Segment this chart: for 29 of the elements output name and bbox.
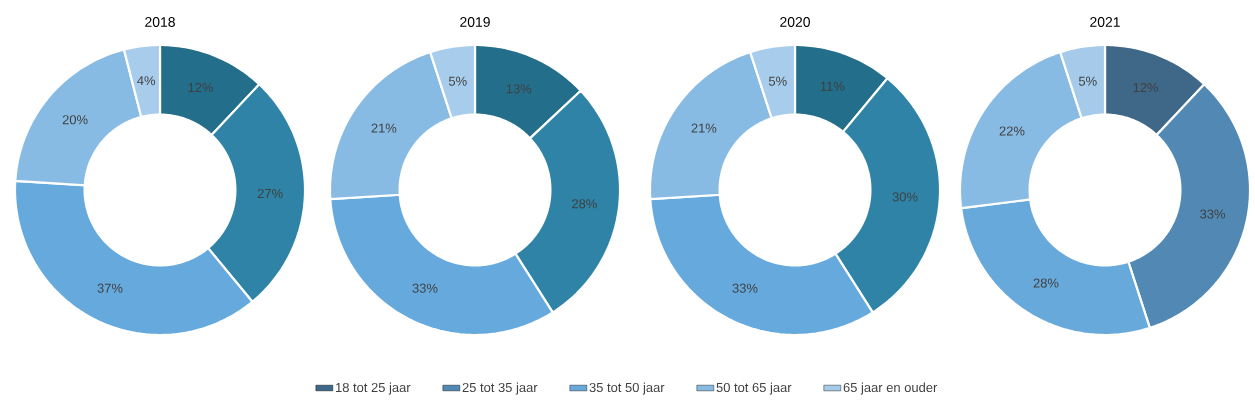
data-label: 11% <box>820 81 845 91</box>
data-label: 21% <box>691 123 717 133</box>
chart-title: 2018 <box>145 17 175 27</box>
legend-label: 50 tot 65 jaar <box>716 382 792 395</box>
data-label: 20% <box>62 115 88 125</box>
chart-title: 2021 <box>1090 17 1120 27</box>
data-label: 37% <box>97 283 123 293</box>
data-label: 33% <box>412 283 438 293</box>
data-label: 5% <box>448 76 467 86</box>
data-label: 13% <box>506 84 532 94</box>
legend-label: 25 tot 35 jaar <box>462 382 538 395</box>
legend-label: 65 jaar en ouder <box>843 382 938 395</box>
legend-label: 35 tot 50 jaar <box>589 382 665 395</box>
data-label: 21% <box>371 123 397 133</box>
data-label: 33% <box>1200 209 1226 219</box>
data-label: 5% <box>768 76 787 86</box>
chart-title: 2020 <box>780 17 810 27</box>
data-label: 33% <box>732 283 758 293</box>
data-label: 28% <box>1033 278 1059 288</box>
data-label: 4% <box>137 76 156 86</box>
data-label: 27% <box>257 188 283 199</box>
data-label: 12% <box>1133 82 1159 93</box>
chart-title: 2019 <box>460 17 490 27</box>
data-label: 28% <box>572 199 597 209</box>
data-label: 22% <box>999 126 1025 136</box>
data-label: 12% <box>188 82 214 93</box>
data-label: 5% <box>1078 76 1097 86</box>
data-label: 30% <box>892 192 918 202</box>
legend-label: 18 tot 25 jaar <box>336 382 411 395</box>
